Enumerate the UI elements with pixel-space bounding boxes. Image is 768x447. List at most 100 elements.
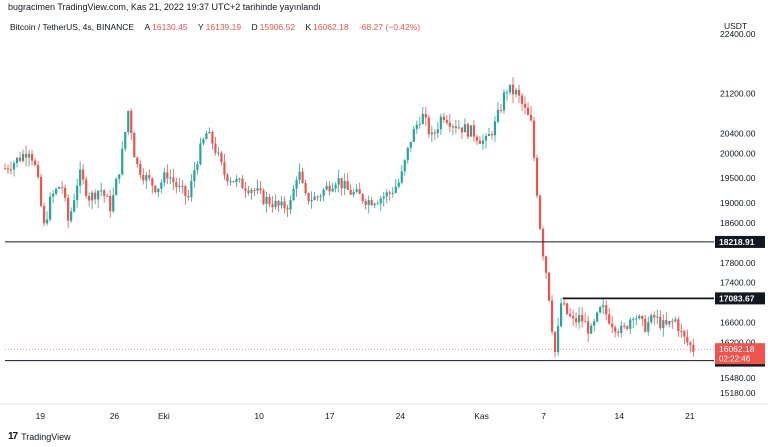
candle-body	[656, 316, 659, 318]
candle-body	[593, 321, 596, 326]
candle-body	[277, 200, 280, 206]
candle-body	[562, 303, 566, 305]
candle-body	[268, 197, 271, 205]
candle-body	[376, 203, 379, 205]
candle-body	[217, 152, 220, 154]
candle-body	[406, 147, 409, 161]
candle-body	[136, 157, 139, 165]
candle-body	[457, 127, 460, 129]
candle-body	[340, 178, 343, 189]
candle-body	[547, 272, 551, 301]
candle-body	[436, 129, 439, 134]
candle-body	[677, 319, 680, 332]
candle-body	[526, 107, 530, 115]
candle-body	[424, 113, 427, 118]
candle-body	[193, 170, 196, 182]
candle-body	[151, 178, 154, 186]
candle-body	[671, 321, 674, 323]
candle-body	[292, 188, 295, 201]
candle-body	[409, 141, 412, 148]
candle-body	[403, 160, 406, 172]
candle-body	[103, 190, 106, 196]
x-tick-label: 21	[685, 411, 695, 421]
candle-body	[644, 318, 647, 332]
candle-body	[18, 157, 22, 161]
candle-body	[487, 133, 491, 136]
candle-body	[184, 185, 187, 196]
candle-body	[67, 197, 70, 221]
candle-body	[127, 110, 130, 133]
candle-body	[322, 189, 325, 196]
candle-body	[505, 92, 509, 94]
candle-body	[45, 219, 49, 224]
countdown-label: 02:22:46	[719, 355, 751, 364]
candle-body	[205, 133, 208, 140]
candle-body	[566, 303, 569, 314]
candle-body	[124, 132, 127, 149]
candle-body	[448, 122, 451, 127]
candle-body	[484, 135, 488, 141]
candle-body	[478, 140, 482, 144]
candle-body	[130, 110, 133, 133]
candle-body	[79, 169, 82, 186]
x-tick-label: 24	[396, 411, 406, 421]
y-tick-label: 15480.00	[720, 373, 756, 383]
x-tick-label: 19	[36, 411, 46, 421]
candle-body	[650, 315, 653, 323]
candle-body	[310, 200, 313, 202]
open-label: A	[144, 22, 151, 32]
candle-body	[397, 182, 400, 187]
candle-body	[605, 305, 608, 315]
high-value: 16139.19	[205, 22, 242, 32]
candle-body	[199, 143, 202, 165]
candle-body	[578, 315, 581, 323]
candle-body	[42, 205, 46, 224]
candle-body	[355, 189, 358, 192]
candle-body	[689, 342, 692, 345]
currency-label: USDT	[724, 21, 748, 31]
candle-body	[550, 300, 554, 332]
candle-body	[316, 196, 319, 198]
candle-body	[88, 195, 91, 201]
candle-body	[175, 182, 178, 187]
level-label: 18218.91	[719, 237, 755, 247]
candle-body	[238, 178, 241, 180]
candle-body	[172, 177, 175, 183]
candle-body	[499, 109, 503, 111]
candle-body	[160, 182, 163, 189]
candle-body	[196, 164, 199, 171]
symbol-info: Bitcoin / TetherUS, 4s, BINANCE A 16130.4…	[10, 22, 420, 32]
y-tick-label: 20400.00	[720, 128, 756, 138]
candle-body	[250, 189, 253, 193]
candle-body	[556, 326, 560, 353]
candle-body	[58, 187, 61, 189]
candle-body	[370, 200, 373, 206]
candle-body	[307, 193, 310, 202]
candle-body	[70, 211, 73, 221]
candle-body	[27, 153, 31, 158]
candle-body	[334, 184, 337, 189]
candle-body	[241, 178, 244, 189]
candle-body	[178, 185, 181, 187]
candle-body	[493, 121, 497, 136]
candle-body	[430, 132, 433, 135]
level-label-box	[715, 235, 765, 248]
candle-body	[118, 174, 121, 179]
candle-body	[569, 313, 572, 317]
candle-body	[21, 153, 25, 161]
candle-body	[421, 113, 424, 124]
y-tick-label: 19500.00	[720, 173, 756, 183]
candle-body	[445, 119, 448, 123]
candle-body	[674, 319, 677, 322]
x-tick-label: 10	[254, 411, 264, 421]
open-value: 16130.45	[152, 22, 188, 32]
candle-body	[181, 185, 184, 187]
candle-body	[514, 89, 518, 95]
candle-body	[112, 195, 115, 212]
candle-body	[265, 197, 268, 204]
candle-body	[82, 169, 85, 180]
candle-body	[283, 201, 286, 209]
y-tick-label: 17800.00	[720, 258, 756, 268]
brand-name: TradingView	[21, 431, 71, 442]
